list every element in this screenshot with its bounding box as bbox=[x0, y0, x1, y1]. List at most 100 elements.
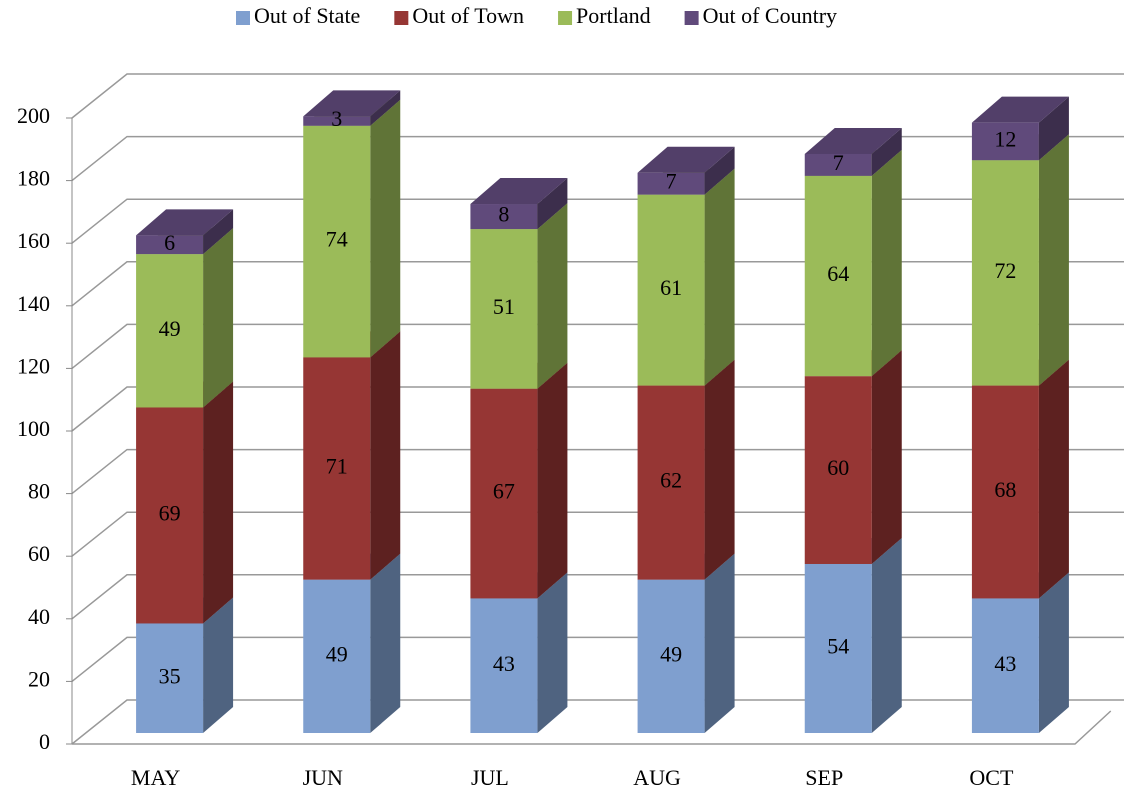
bar bbox=[136, 254, 204, 408]
grid-line bbox=[71, 135, 1124, 182]
bar-side bbox=[203, 381, 234, 624]
y-tick-label: 60 bbox=[28, 541, 50, 566]
grid-line bbox=[71, 511, 1124, 557]
grid-line bbox=[71, 386, 1124, 432]
y-tick-label: 180 bbox=[17, 166, 50, 191]
value-label: 61 bbox=[660, 275, 682, 300]
y-tick-label: 40 bbox=[28, 604, 50, 629]
bar-side bbox=[370, 90, 401, 126]
legend-label: Out of Country bbox=[703, 3, 837, 28]
grid-line bbox=[71, 261, 1124, 307]
grid-line bbox=[71, 198, 1124, 244]
x-tick-label: JUN bbox=[303, 765, 343, 790]
bar bbox=[136, 623, 204, 733]
bar bbox=[303, 579, 371, 733]
legend-label: Out of State bbox=[254, 3, 360, 28]
legend-swatch bbox=[558, 11, 573, 25]
value-label: 67 bbox=[493, 479, 515, 504]
bar-side bbox=[704, 359, 735, 580]
value-label: 7 bbox=[666, 169, 677, 194]
bar bbox=[971, 160, 1039, 386]
value-label: 43 bbox=[994, 651, 1016, 676]
bar-side bbox=[537, 572, 568, 733]
value-label: 12 bbox=[994, 126, 1016, 151]
value-label: 64 bbox=[827, 261, 849, 286]
y-tick-label: 120 bbox=[17, 353, 50, 378]
bar-top bbox=[971, 96, 1069, 123]
bar-side bbox=[871, 350, 902, 564]
y-tick-label: 100 bbox=[17, 416, 50, 441]
grid-line bbox=[71, 699, 1124, 745]
bar bbox=[971, 598, 1039, 733]
y-tick-label: 80 bbox=[28, 479, 50, 504]
bar-side bbox=[1038, 96, 1069, 161]
legend-label: Out of Town bbox=[412, 3, 524, 28]
bar-top bbox=[470, 178, 568, 205]
value-label: 69 bbox=[159, 501, 181, 526]
grid-line bbox=[71, 323, 1124, 369]
bar bbox=[470, 388, 538, 599]
bar-side bbox=[871, 537, 902, 733]
grid-line bbox=[71, 636, 1124, 682]
value-label: 43 bbox=[493, 651, 515, 676]
bar-side bbox=[370, 553, 401, 733]
bar bbox=[470, 229, 538, 389]
value-label: 62 bbox=[660, 468, 682, 493]
bar-side bbox=[704, 168, 735, 386]
value-label: 8 bbox=[498, 202, 509, 227]
bar bbox=[470, 598, 538, 733]
value-label: 35 bbox=[159, 663, 181, 688]
bar bbox=[136, 235, 204, 255]
value-label: 49 bbox=[326, 641, 348, 666]
value-label: 7 bbox=[833, 150, 844, 175]
value-label: 51 bbox=[493, 294, 515, 319]
bar bbox=[971, 122, 1039, 161]
bar bbox=[303, 125, 371, 358]
value-label: 6 bbox=[164, 230, 175, 255]
bar-side bbox=[1038, 359, 1069, 599]
bar-side bbox=[1038, 134, 1069, 386]
bar-side bbox=[203, 597, 234, 733]
floor bbox=[72, 710, 1112, 745]
grid-line bbox=[71, 448, 1124, 495]
bar bbox=[804, 376, 872, 564]
bar bbox=[637, 385, 705, 580]
value-label: 71 bbox=[326, 454, 348, 479]
y-tick-label: 160 bbox=[17, 228, 50, 253]
bar-side bbox=[537, 362, 568, 599]
x-tick-label: JUL bbox=[471, 765, 509, 790]
x-tick-label: AUG bbox=[633, 765, 681, 790]
value-label: 3 bbox=[331, 106, 342, 131]
bar bbox=[637, 172, 705, 195]
bar-top bbox=[804, 127, 902, 154]
bar-side bbox=[871, 149, 902, 377]
value-label: 49 bbox=[660, 641, 682, 666]
bar-side bbox=[704, 553, 735, 733]
bar bbox=[303, 357, 371, 580]
y-tick-label: 140 bbox=[17, 291, 50, 316]
y-tick-label: 200 bbox=[17, 103, 50, 128]
bar-side bbox=[871, 127, 902, 176]
bar-side bbox=[704, 146, 735, 195]
bar-side bbox=[1038, 572, 1069, 733]
bar-top bbox=[637, 146, 735, 173]
value-label: 54 bbox=[827, 634, 849, 659]
bar-side bbox=[203, 209, 234, 255]
y-tick-label: 20 bbox=[28, 666, 50, 691]
value-label: 72 bbox=[994, 258, 1016, 283]
bar-top bbox=[136, 209, 234, 236]
bar-top bbox=[303, 90, 401, 117]
bar-side bbox=[203, 228, 234, 408]
x-tick-label: MAY bbox=[131, 765, 180, 790]
grid-line bbox=[71, 73, 1124, 119]
bar bbox=[971, 385, 1039, 599]
legend-swatch bbox=[394, 11, 409, 25]
x-tick-label: SEP bbox=[805, 765, 843, 790]
value-label: 74 bbox=[326, 227, 348, 252]
bar-side bbox=[370, 99, 401, 358]
bar-side bbox=[537, 203, 568, 389]
bar bbox=[303, 116, 371, 126]
legend-label: Portland bbox=[576, 3, 651, 28]
